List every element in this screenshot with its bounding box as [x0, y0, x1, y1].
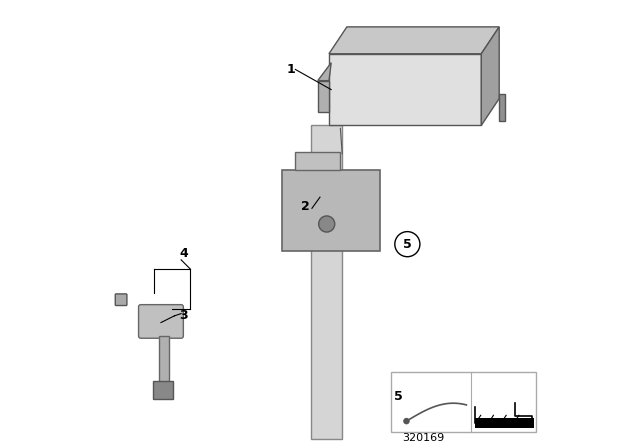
Circle shape	[395, 232, 420, 257]
Text: 5: 5	[403, 237, 412, 251]
Text: 3: 3	[179, 309, 188, 323]
FancyBboxPatch shape	[317, 81, 329, 112]
FancyBboxPatch shape	[296, 152, 340, 170]
Bar	[391, 372, 536, 432]
Circle shape	[319, 216, 335, 232]
Polygon shape	[317, 63, 332, 81]
FancyBboxPatch shape	[282, 170, 380, 251]
Circle shape	[404, 418, 409, 424]
FancyBboxPatch shape	[311, 125, 342, 439]
Bar	[476, 418, 534, 428]
Text: 1: 1	[287, 63, 295, 76]
FancyBboxPatch shape	[139, 305, 184, 338]
FancyBboxPatch shape	[159, 336, 168, 385]
Text: 320169: 320169	[402, 433, 444, 443]
Polygon shape	[329, 27, 499, 54]
Text: 5: 5	[394, 389, 403, 403]
Text: 4: 4	[179, 246, 188, 260]
Text: 2: 2	[301, 200, 310, 214]
Polygon shape	[481, 27, 499, 125]
FancyBboxPatch shape	[499, 94, 504, 121]
FancyBboxPatch shape	[154, 381, 173, 399]
FancyBboxPatch shape	[115, 294, 127, 306]
FancyBboxPatch shape	[329, 54, 481, 125]
